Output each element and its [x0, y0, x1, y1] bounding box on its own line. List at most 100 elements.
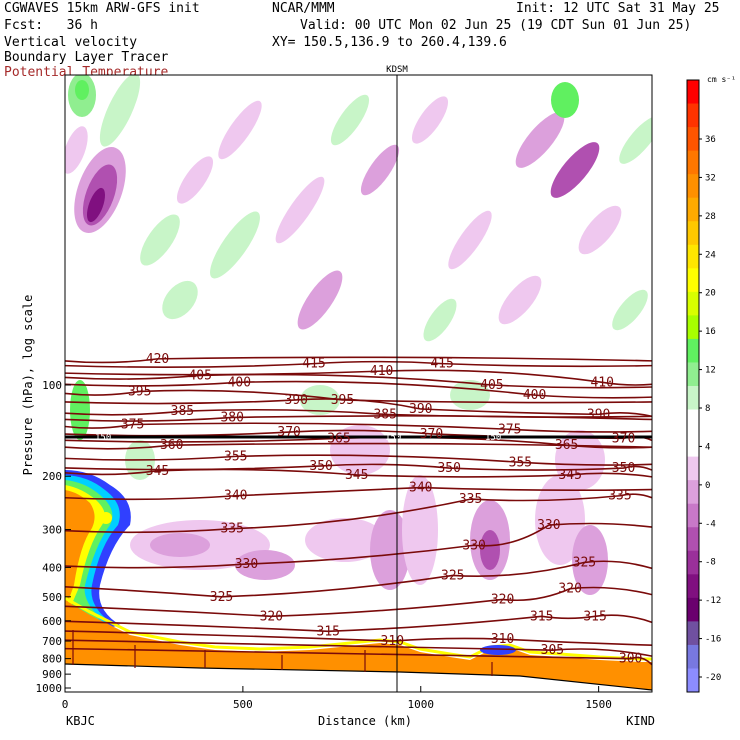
colorbar-tick-label: 0	[705, 481, 710, 491]
theta-line-345	[65, 468, 652, 478]
theta-label: 315	[317, 624, 340, 639]
y-tick-label: 300	[42, 524, 62, 537]
x-tick-label: 0	[62, 698, 69, 711]
colorbar-swatch	[687, 597, 699, 622]
colorbar-swatch	[687, 127, 699, 152]
x-axis: 0 500 1000 1500	[62, 686, 612, 711]
colorbar-swatch	[687, 409, 699, 434]
theta-line-405	[65, 373, 652, 389]
colorbar-tick-label: -20	[705, 673, 721, 683]
theta-label: 345	[146, 464, 169, 479]
theta-label: 305	[541, 643, 564, 658]
plot-frame	[64, 74, 653, 693]
theta-label: 395	[331, 393, 354, 408]
theta-label: 415	[430, 357, 453, 372]
theta-label: 405	[188, 368, 211, 383]
color-bar: 36 32 28 24 20 16 12 8 4 0 -4 -8 -12 -16 -20	[686, 79, 721, 693]
colorbar-swatch	[687, 644, 699, 669]
theta-line-335	[65, 493, 652, 534]
vertical-velocity-shading	[65, 75, 652, 595]
theta-label: 380	[220, 410, 243, 425]
colorbar-swatch	[687, 150, 699, 175]
theta-label: 315	[583, 609, 606, 624]
theta-label: 300	[619, 652, 642, 667]
bl-marker-1: 150	[95, 433, 111, 443]
theta-line-360	[65, 442, 652, 450]
y-tick-label: 600	[42, 615, 62, 628]
colorbar-swatch	[687, 338, 699, 363]
theta-label: 330	[235, 557, 258, 572]
theta-line-320	[65, 586, 652, 618]
y-tick-label: 900	[42, 668, 62, 681]
theta-line-400	[65, 380, 652, 399]
bl-marker-2: 150	[385, 433, 401, 443]
theta-label: 315	[530, 609, 553, 624]
colorbar-swatch	[687, 433, 699, 458]
theta-label: 415	[302, 357, 325, 372]
theta-label: 390	[409, 402, 432, 417]
theta-label: 310	[381, 634, 404, 649]
colorbar-swatch	[687, 221, 699, 246]
theta-label: 345	[345, 468, 368, 483]
colorbar-swatch	[687, 315, 699, 340]
colorbar-swatch	[687, 574, 699, 599]
colorbar-tick-label: 32	[705, 173, 716, 183]
theta-line-385	[65, 408, 652, 418]
left-station-label: KBJC	[66, 714, 95, 728]
theta-line-390	[65, 398, 652, 418]
colorbar-swatch	[687, 362, 699, 387]
x-tick-label: 500	[233, 698, 253, 711]
colorbar-tick-label: 24	[705, 250, 716, 260]
theta-label: 420	[146, 352, 169, 367]
theta-line-410	[65, 369, 652, 386]
colorbar-swatch	[687, 291, 699, 316]
y-tick-label: 200	[42, 470, 62, 483]
theta-label: 390	[285, 393, 308, 408]
bl-marker-3: 150	[485, 433, 501, 443]
theta-label: 360	[160, 438, 183, 453]
colorbar-tick-label: -16	[705, 635, 721, 645]
cross-section-endpoints: XY= 150.5,136.9 to 260.4,139.6	[272, 35, 507, 50]
colorbar-swatch	[687, 197, 699, 222]
theta-label: 335	[220, 522, 243, 537]
y-tick-label: 1000	[36, 682, 63, 695]
theta-label: 325	[441, 568, 464, 583]
theta-label: 335	[608, 489, 631, 504]
colorbar-swatch	[687, 80, 699, 105]
shading-layer: 420 415 415 405 410 395 400 390 395 405 400 410 385 3…	[65, 75, 652, 692]
theta-label: 325	[210, 590, 233, 605]
theta-line-315	[65, 614, 652, 633]
theta-line-340	[65, 486, 652, 501]
colorbar-swatch	[687, 550, 699, 575]
colorbar-tick-label: 20	[705, 289, 716, 299]
colorbar-units: cm s⁻¹	[707, 75, 736, 84]
y-tick-label: 800	[42, 653, 62, 666]
theta-line-355	[65, 454, 652, 466]
theta-label: 340	[224, 489, 247, 504]
colorbar-tick-label: 36	[705, 135, 716, 145]
colorbar-tick-label: 12	[705, 366, 716, 376]
colorbar-tick-label: -12	[705, 596, 721, 606]
boundary-layer-shading	[65, 470, 131, 640]
field-boundary-layer-tracer: Boundary Layer Tracer	[4, 50, 169, 65]
colorbar-swatch	[687, 244, 699, 269]
colorbar-swatch	[687, 103, 699, 128]
theta-label: 385	[171, 404, 194, 419]
colorbar-swatch	[687, 174, 699, 199]
theta-label: 375	[498, 422, 521, 437]
y-tick-label: 700	[42, 635, 62, 648]
terrain-ground	[65, 664, 652, 692]
colorbar-swatch	[687, 480, 699, 505]
colorbar-swatch	[687, 527, 699, 552]
colorbar-tick-label: 16	[705, 327, 716, 337]
field-vertical-velocity: Vertical velocity	[4, 35, 138, 50]
colorbar-tick-label: -8	[705, 558, 716, 568]
theta-label: 375	[121, 417, 144, 432]
colorbar-tick-label: -4	[705, 519, 716, 529]
theta-label: 370	[277, 425, 300, 440]
theta-label: 320	[558, 582, 581, 597]
theta-label: 355	[509, 455, 532, 470]
theta-label: 400	[228, 375, 251, 390]
colorbar-tick-label: 8	[705, 404, 710, 414]
